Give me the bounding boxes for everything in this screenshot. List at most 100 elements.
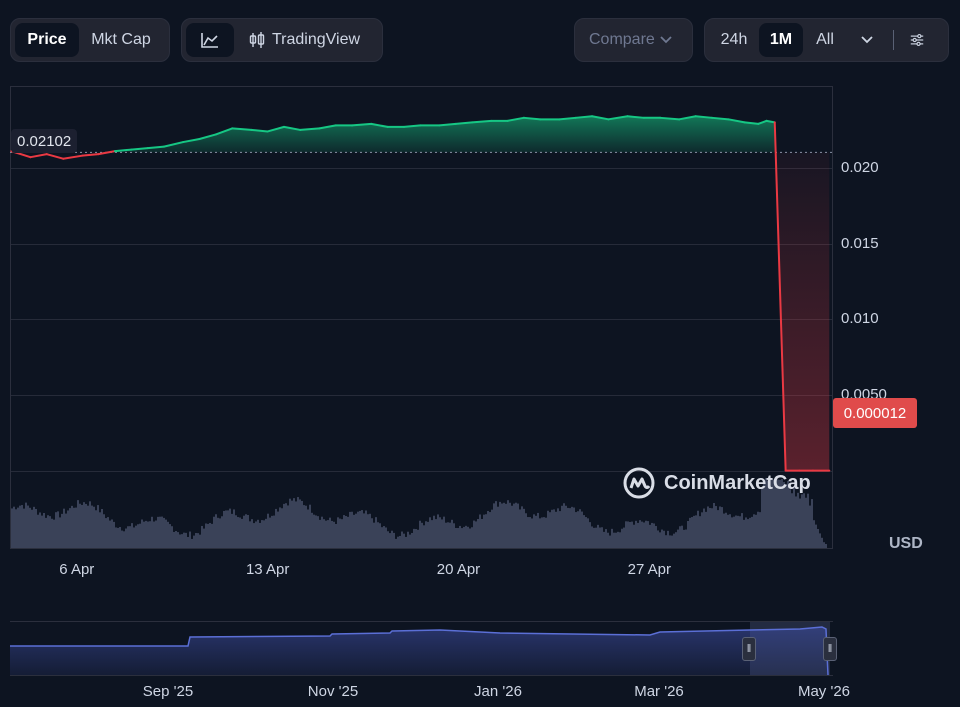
volume-bar [345, 515, 347, 548]
volume-bar [91, 505, 93, 548]
tradingview-button[interactable]: TradingView [234, 23, 374, 57]
volume-bar [291, 500, 293, 548]
volume-bar [245, 514, 247, 548]
volume-bar [701, 512, 703, 548]
volume-bar [763, 481, 765, 548]
volume-bar [619, 532, 621, 548]
volume-bar [797, 492, 799, 548]
volume-bar [795, 496, 797, 548]
volume-bar [489, 512, 491, 548]
volume-bar [497, 506, 499, 548]
gain-area [11, 116, 775, 153]
volume-bar [173, 531, 175, 548]
x-tick-label: 13 Apr [245, 561, 290, 578]
volume-bar [129, 526, 131, 548]
volume-bar [251, 519, 253, 548]
volume-bar [525, 513, 527, 548]
volume-bar [423, 525, 425, 548]
volume-bar [735, 515, 737, 548]
volume-bar [823, 542, 825, 548]
volume-bar [49, 516, 51, 548]
line-chart-button[interactable] [186, 23, 234, 57]
volume-bar [319, 519, 321, 548]
volume-bar [371, 518, 373, 548]
volume-bar [231, 513, 233, 548]
volume-bar [627, 521, 629, 548]
volume-bar [179, 534, 181, 548]
mkt-cap-tab[interactable]: Mkt Cap [91, 31, 151, 48]
volume-bar [541, 517, 543, 548]
volume-bar [467, 526, 469, 548]
volume-bar [315, 515, 317, 548]
volume-bar [135, 525, 137, 548]
volume-bar [101, 508, 103, 548]
volume-bar [213, 516, 215, 548]
volume-bar [715, 506, 717, 548]
volume-bar [51, 518, 53, 548]
volume-bar [723, 513, 725, 548]
toolbar-divider [893, 30, 894, 50]
volume-bar [725, 512, 727, 548]
volume-bar [805, 497, 807, 548]
volume-bar [699, 516, 701, 548]
volume-bar [323, 519, 325, 548]
volume-bar [169, 524, 171, 548]
range-navigator[interactable] [10, 621, 833, 676]
volume-bar [351, 511, 353, 548]
range-more-button[interactable] [847, 23, 887, 57]
navigator-right-handle[interactable]: ‖ [823, 637, 837, 661]
chart-settings-button[interactable] [900, 23, 934, 57]
volume-bar [775, 479, 777, 548]
volume-bar [45, 517, 47, 548]
volume-bar [583, 515, 585, 548]
navigator-left-handle[interactable]: ‖ [742, 637, 756, 661]
volume-bar [825, 544, 827, 548]
volume-bar [293, 498, 295, 548]
volume-bar [289, 498, 291, 548]
volume-bar [803, 493, 805, 548]
volume-bar [195, 533, 197, 548]
volume-bar [155, 520, 157, 548]
volume-bar [515, 502, 517, 548]
price-segment [757, 119, 768, 125]
volume-bar [573, 507, 575, 548]
volume-bar [219, 518, 221, 548]
compare-dropdown[interactable]: Compare [574, 18, 693, 62]
volume-bar [733, 516, 735, 548]
range-all-button[interactable]: All [816, 31, 834, 48]
volume-bar [243, 515, 245, 548]
volume-bar [697, 510, 699, 548]
volume-bar [89, 501, 91, 548]
volume-bar [269, 517, 271, 548]
volume-bar [799, 498, 801, 548]
volume-bar [713, 503, 715, 548]
volume-bar [753, 514, 755, 548]
volume-bar [181, 534, 183, 548]
volume-bar [377, 522, 379, 548]
volume-bar [307, 509, 309, 548]
price-tab[interactable]: Price [15, 23, 79, 57]
tradingview-label: TradingView [271, 31, 361, 48]
volume-bar [103, 514, 105, 548]
range-1m-button[interactable]: 1M [759, 23, 803, 57]
price-segment [694, 115, 714, 119]
range-24h-button[interactable]: 24h [720, 31, 748, 48]
volume-bar [739, 516, 741, 548]
volume-bar [793, 486, 795, 548]
volume-bar [35, 508, 37, 548]
chevron-down-icon [660, 36, 672, 44]
price-segment [182, 138, 201, 144]
volume-bar [505, 503, 507, 548]
volume-bar [21, 505, 23, 548]
volume-bar [759, 512, 761, 548]
volume-bar [75, 507, 77, 548]
volume-bar [139, 523, 141, 548]
volume-bar [671, 535, 673, 548]
volume-bar [537, 512, 539, 548]
volume-bar [327, 520, 329, 548]
volume-bar [475, 521, 477, 548]
price-segment [727, 118, 746, 124]
volume-bar [361, 510, 363, 548]
volume-bar [161, 516, 163, 548]
